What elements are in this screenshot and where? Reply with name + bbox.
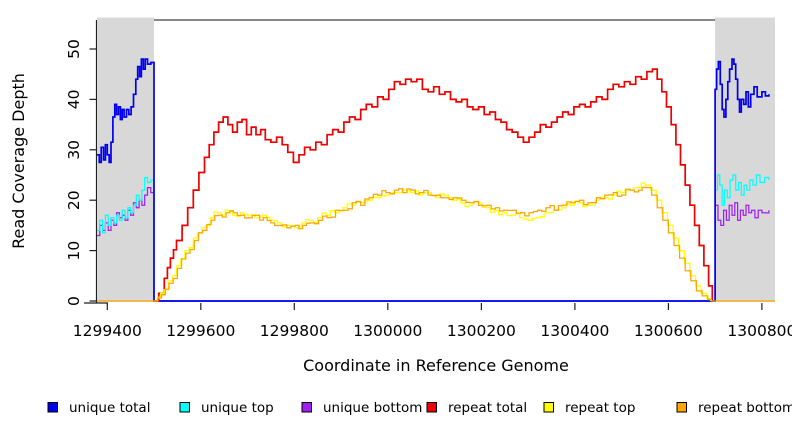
legend-item-repeat-total: repeat total xyxy=(426,400,527,416)
legend-swatch-repeat-total xyxy=(426,402,437,413)
series-line-repeat-top xyxy=(154,182,712,302)
legend-label-unique-bottom: unique bottom xyxy=(323,400,422,416)
y-tick-label: 30 xyxy=(65,140,83,160)
x-axis-ticks: 1299400 1299600 1299800 1300000 1300200 13004… xyxy=(73,303,792,340)
legend-swatch-unique-top xyxy=(179,402,190,413)
series-lines xyxy=(97,58,775,302)
y-tick-label: 50 xyxy=(65,39,83,59)
x-tick-label: 1300400 xyxy=(540,322,609,340)
y-axis-ticks: 0 10 20 30 40 50 xyxy=(65,39,97,306)
x-tick-label: 1299800 xyxy=(260,322,329,340)
x-tick-label: 1300200 xyxy=(447,322,516,340)
series-line-unique-total xyxy=(97,58,770,302)
legend-swatch-repeat-bottom xyxy=(676,402,687,413)
legend-item-unique-top: unique top xyxy=(179,400,274,416)
masked-region-bands xyxy=(97,17,775,302)
series-line-repeat-total xyxy=(154,68,714,302)
y-tick-label: 20 xyxy=(65,190,83,210)
legend-label-unique-total: unique total xyxy=(69,400,150,416)
y-tick-label: 10 xyxy=(65,241,83,261)
legend-swatch-unique-total xyxy=(47,402,58,413)
y-axis-title: Read Coverage Depth xyxy=(9,73,28,249)
legend-label-unique-top: unique top xyxy=(201,400,274,416)
legend-item-repeat-top: repeat top xyxy=(543,400,635,416)
x-tick-label: 1299400 xyxy=(73,322,142,340)
x-tick-label: 1300800 xyxy=(727,322,792,340)
masked-band-right xyxy=(715,17,775,302)
legend: unique total unique top unique bottom repea… xyxy=(47,400,792,416)
legend-label-repeat-bottom: repeat bottom xyxy=(698,400,792,416)
series-line-unique-bottom xyxy=(97,186,770,302)
x-axis-title: Coordinate in Reference Genome xyxy=(303,356,569,375)
legend-item-unique-total: unique total xyxy=(47,400,150,416)
y-tick-label: 0 xyxy=(65,296,83,306)
x-tick-label: 1300000 xyxy=(353,322,422,340)
y-tick-label: 40 xyxy=(65,90,83,110)
legend-label-repeat-top: repeat top xyxy=(565,400,635,416)
series-line-repeat-bottom xyxy=(97,186,775,302)
legend-item-unique-bottom: unique bottom xyxy=(301,400,422,416)
legend-swatch-repeat-top xyxy=(543,402,554,413)
legend-label-repeat-total: repeat total xyxy=(448,400,527,416)
legend-item-repeat-bottom: repeat bottom xyxy=(676,400,792,416)
legend-swatch-unique-bottom xyxy=(301,402,312,413)
x-tick-label: 1299600 xyxy=(166,322,235,340)
x-tick-label: 1300600 xyxy=(634,322,703,340)
